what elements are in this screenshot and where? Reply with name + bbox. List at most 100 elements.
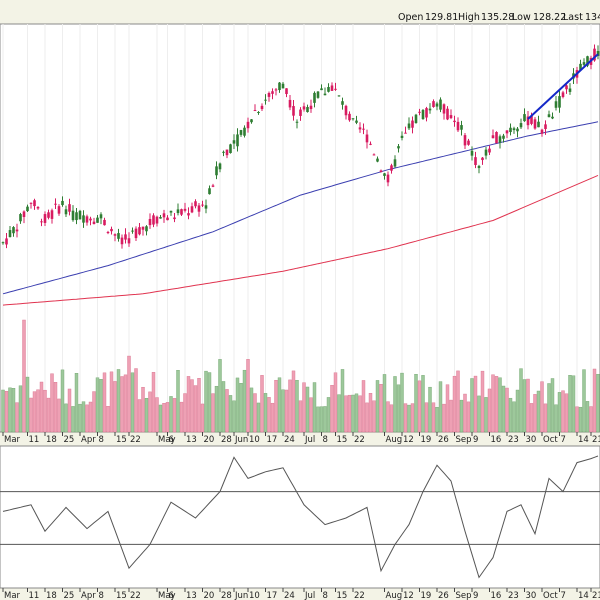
volume-bar [582, 369, 586, 433]
candle-body [355, 120, 358, 123]
volume-bar [22, 319, 26, 433]
candle-body [201, 204, 204, 206]
volume-bar [393, 376, 397, 433]
volume-bar [274, 379, 278, 433]
candle-body [404, 132, 407, 134]
candle-body [253, 110, 257, 112]
candle-body [512, 128, 516, 131]
candle-body [316, 91, 320, 98]
tick-label: 12 [403, 591, 414, 600]
candle-body [477, 165, 481, 169]
volume-bar [165, 402, 170, 433]
candle-body [145, 226, 148, 232]
tick-label: 11 [29, 435, 40, 445]
volume-bar [204, 370, 208, 433]
volume-bar [540, 381, 544, 433]
volume-bar [522, 379, 527, 433]
tick-label: Mar [4, 591, 21, 600]
volume-bar [508, 397, 513, 433]
candle-body [313, 92, 316, 103]
candle-body [379, 170, 383, 173]
candle-body [61, 200, 64, 206]
candle-body [523, 114, 526, 122]
volume-bar [99, 379, 103, 433]
candle-body [8, 230, 12, 238]
tick-label: 26 [438, 435, 449, 445]
candle-body [271, 91, 274, 94]
candle-body [407, 123, 411, 129]
tick-label: 17 [267, 591, 278, 600]
tick-label: Jun [234, 591, 248, 600]
volume-bar [197, 378, 201, 433]
tick-label: 18 [46, 435, 57, 445]
volume-bar [421, 375, 425, 433]
volume-bar [498, 377, 502, 433]
volume-bar [263, 393, 268, 433]
volume-bar [116, 369, 121, 433]
volume-bar [480, 370, 485, 433]
tick-label: Aug [386, 591, 403, 600]
tick-label: 22 [130, 591, 141, 600]
volume-bar [11, 388, 16, 433]
candle-body [334, 88, 337, 90]
candle-body [29, 202, 33, 204]
volume-bar [410, 403, 415, 433]
volume-bar [102, 372, 107, 433]
volume-bar [442, 403, 446, 433]
volume-bar [249, 387, 254, 433]
trendline-layer [527, 53, 599, 120]
tick-label: Jul [304, 435, 315, 445]
candle-body [22, 211, 26, 217]
candle-body [15, 229, 19, 232]
volume-bar [536, 390, 541, 433]
candle-body [166, 217, 169, 221]
candle-body [71, 210, 75, 221]
candle-body [369, 143, 372, 145]
candle-body [106, 232, 110, 234]
oscillator-panel [0, 445, 600, 589]
candle-body [204, 205, 208, 209]
candle-body [586, 56, 589, 66]
candle-body [537, 121, 540, 128]
candle-body [180, 209, 183, 215]
candle-body [365, 134, 369, 143]
volume-bar [228, 395, 233, 433]
candle-body [264, 99, 267, 101]
tick-label: Jun [234, 435, 248, 445]
volume-bar [169, 396, 173, 433]
volume-bar [8, 387, 12, 433]
candle-body [183, 208, 187, 211]
volume-bar [344, 395, 348, 433]
volume-bar [505, 387, 509, 433]
candle-body [596, 50, 600, 56]
volume-bar [456, 370, 460, 433]
candle-body [530, 115, 533, 124]
tick-label: 14 [578, 591, 589, 600]
candle-body [397, 146, 400, 149]
candle-body [285, 88, 288, 95]
volume-bar [298, 400, 303, 433]
candle-body [414, 114, 418, 124]
open-value: 129.81 [425, 12, 458, 23]
candle-body [243, 127, 246, 136]
volume-bar [130, 372, 135, 433]
candle-body [498, 136, 502, 143]
volume-bar [305, 386, 310, 433]
volume-bar [4, 391, 9, 433]
volume-bar [162, 403, 166, 433]
candle-body [302, 106, 306, 110]
candle-body [236, 134, 239, 147]
tick-label: Sep [456, 591, 472, 600]
tick-label: 17 [267, 435, 278, 445]
volume-bar [529, 403, 534, 433]
tick-label: 22 [354, 435, 365, 445]
volume-bar [561, 390, 565, 433]
volume-bar [438, 381, 443, 433]
tick-label: Mar [4, 435, 21, 445]
candle-body [453, 120, 456, 123]
tick-label: Sep [456, 435, 472, 445]
tick-label: 13 [186, 591, 197, 600]
volume-bar [358, 395, 362, 433]
volume-bar [25, 376, 30, 433]
candle-body [376, 158, 379, 162]
